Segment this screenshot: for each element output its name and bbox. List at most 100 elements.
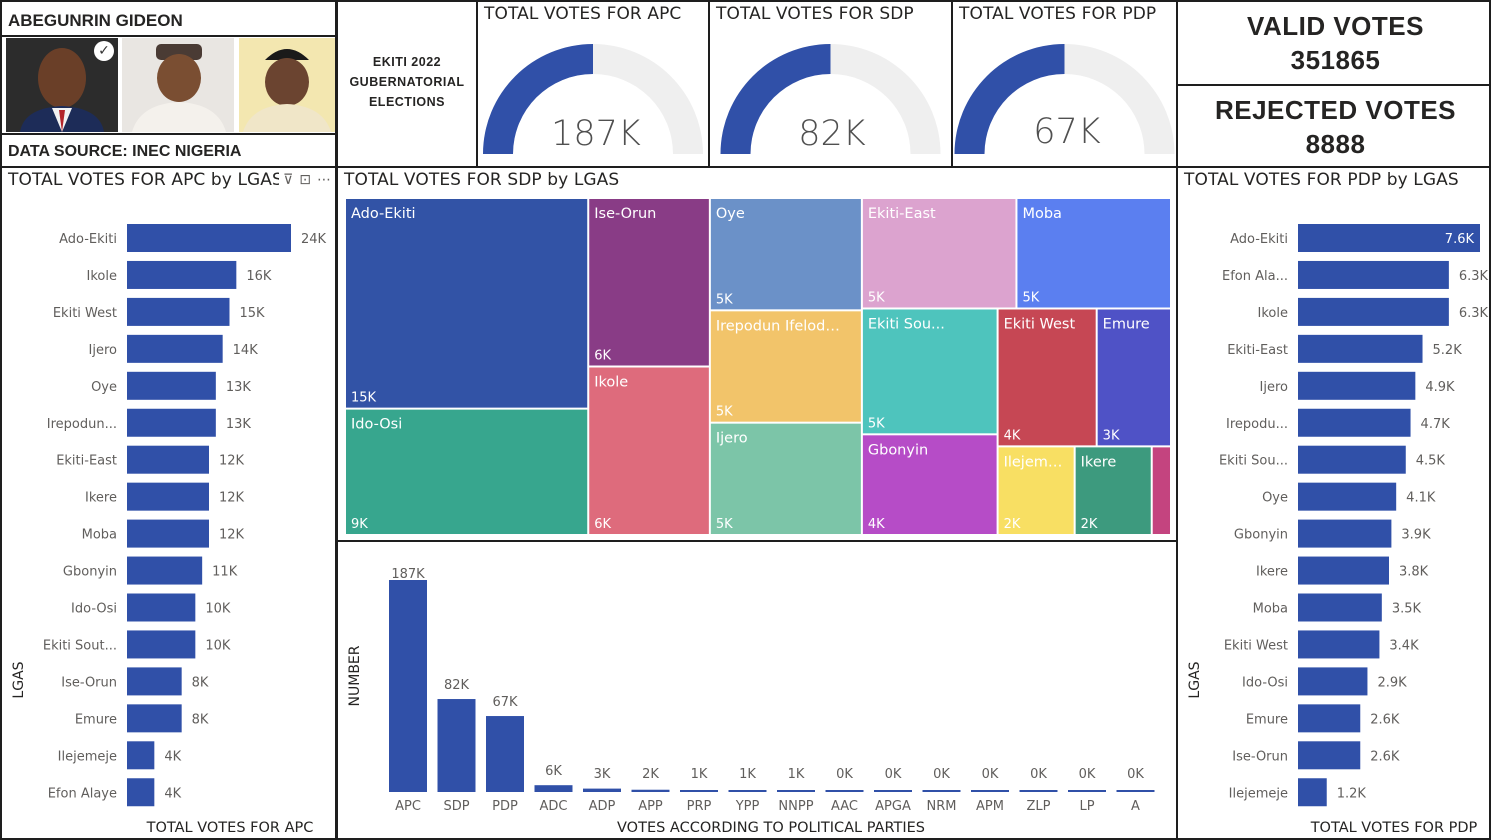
bar-ekiti-sou[interactable]: [1298, 445, 1406, 474]
bar-prp[interactable]: [680, 790, 718, 792]
data-label: 4.7K: [1421, 417, 1451, 432]
treemap-tile-ado-ekiti[interactable]: [346, 199, 588, 408]
bar-ilejemeje[interactable]: [127, 741, 155, 770]
gauge-fill[interactable]: [483, 44, 593, 154]
more-options-icon[interactable]: ⋯: [317, 172, 331, 188]
data-label: 3.9K: [1401, 528, 1431, 543]
bar-gbonyin[interactable]: [1298, 519, 1392, 548]
gauge-fill[interactable]: [720, 44, 831, 154]
sdp-treemap-chart: Ado-Ekiti 15K Ido-Osi 9K Ise-Orun 6K Ikole 6K Oy…: [346, 199, 1170, 535]
bar-adp[interactable]: [583, 788, 621, 792]
bar-nnpp[interactable]: [777, 790, 815, 792]
treemap-tile-ise-orun[interactable]: [589, 199, 709, 366]
filter-icon[interactable]: ⊽: [283, 172, 294, 188]
treemap-tile-ekiti-sou[interactable]: [862, 309, 997, 434]
election-title-line-1: EKITI 2022: [372, 55, 442, 69]
bar-ekiti-west[interactable]: [1298, 630, 1380, 659]
bar-moba[interactable]: [1298, 593, 1382, 622]
gauge-sdp-card[interactable]: TOTAL VOTES FOR SDP 82K: [708, 0, 953, 168]
data-label: 5.2K: [1433, 343, 1463, 358]
treemap-tile-ilejemeje[interactable]: [998, 447, 1074, 534]
treemap-name: Oye: [716, 206, 745, 222]
apc-by-lga-card[interactable]: TOTAL VOTES FOR APC by LGAS ⊽ ⊡ ⋯ LGAS Ad…: [0, 166, 337, 840]
treemap-tile-ikole[interactable]: [589, 367, 709, 535]
gauge-pdp-card[interactable]: TOTAL VOTES FOR PDP 67K: [951, 0, 1178, 168]
bar-ido-osi[interactable]: [127, 593, 196, 622]
bar-lp[interactable]: [1068, 790, 1106, 792]
bar-pdp[interactable]: [486, 716, 524, 792]
x-axis-label: VOTES ACCORDING TO POLITICAL PARTIES: [617, 820, 925, 836]
data-label: 1K: [788, 767, 805, 782]
x-axis-label: TOTAL VOTES FOR APC: [146, 820, 314, 836]
category-label: Ido-Osi: [1242, 675, 1288, 690]
treemap-tile-irepodun-ifelodun[interactable]: [710, 311, 861, 422]
bar-ijero[interactable]: [127, 334, 223, 363]
bar-app[interactable]: [631, 789, 670, 792]
treemap-tile-ikere[interactable]: [1075, 447, 1151, 534]
bar-emure[interactable]: [127, 704, 182, 733]
bar-ise-orun[interactable]: [127, 667, 182, 696]
bar-ekiti-east[interactable]: [1298, 334, 1423, 363]
treemap-name: Moba: [1022, 206, 1061, 222]
treemap-tile-gbonyin[interactable]: [862, 435, 997, 534]
bar-ado-ekiti[interactable]: [1298, 224, 1480, 252]
treemap-tile-item[interactable]: [1152, 447, 1170, 534]
bar-zlp[interactable]: [1019, 790, 1058, 792]
selected-check-icon[interactable]: ✓: [94, 41, 114, 61]
bar-moba[interactable]: [127, 519, 209, 548]
bar-oye[interactable]: [1298, 482, 1397, 511]
bar-ekiti-sout[interactable]: [127, 630, 196, 659]
bar-ijero[interactable]: [1298, 371, 1416, 400]
treemap-tile-ijero[interactable]: [710, 423, 861, 534]
bar-sdp[interactable]: [437, 699, 476, 792]
treemap-tile-oye[interactable]: [710, 199, 861, 310]
data-label: 4K: [164, 749, 181, 764]
bar-aac[interactable]: [825, 790, 864, 792]
bar-ikole[interactable]: [127, 260, 237, 289]
bar-a[interactable]: [1116, 790, 1155, 792]
party-votes-card[interactable]: NUMBER 187K APC 82K SDP 67K PDP 6K ADC 3K ADP 2K APP…: [336, 540, 1178, 840]
bar-oye[interactable]: [127, 371, 216, 400]
bar-ado-ekiti[interactable]: [127, 224, 291, 252]
bar-ikole[interactable]: [1298, 297, 1449, 326]
treemap-tile-moba[interactable]: [1017, 199, 1170, 308]
bar-gbonyin[interactable]: [127, 556, 203, 585]
focus-mode-icon[interactable]: ⊡: [299, 172, 311, 188]
category-label: Ado-Ekiti: [59, 232, 117, 247]
gauge-fill[interactable]: [954, 44, 1065, 154]
bar-irepodu[interactable]: [1298, 408, 1411, 437]
treemap-tile-ido-osi[interactable]: [346, 409, 588, 534]
category-label: APP: [638, 799, 663, 814]
bar-ekiti-east[interactable]: [127, 445, 209, 474]
bar-emure[interactable]: [1298, 704, 1361, 733]
data-label: 8K: [192, 675, 209, 690]
pdp-by-lga-card[interactable]: TOTAL VOTES FOR PDP by LGAS LGAS Ado-Ekit…: [1176, 166, 1491, 840]
bar-ikere[interactable]: [127, 482, 209, 511]
data-label: 82K: [444, 678, 470, 693]
rejected-votes-value: 8888: [1305, 129, 1366, 159]
bar-apc[interactable]: [389, 580, 427, 792]
bar-apm[interactable]: [971, 790, 1009, 792]
bar-efon-ala[interactable]: [1298, 260, 1449, 289]
gauge-apc-card[interactable]: TOTAL VOTES FOR APC 187K: [476, 0, 710, 168]
data-label: 4.5K: [1416, 454, 1446, 469]
person-silhouette-icon: [239, 38, 335, 132]
bar-apga[interactable]: [874, 790, 912, 792]
sdp-treemap-card[interactable]: TOTAL VOTES FOR SDP by LGAS Ado-Ekiti 15K…: [336, 166, 1178, 542]
bar-ise-orun[interactable]: [1298, 741, 1361, 770]
treemap-tile-emure[interactable]: [1097, 309, 1170, 446]
bar-ilejemeje[interactable]: [1298, 778, 1327, 807]
treemap-tile-ekiti-east[interactable]: [862, 199, 1016, 308]
bar-ypp[interactable]: [728, 790, 767, 792]
bar-ekiti-west[interactable]: [127, 297, 230, 326]
bar-irepodun[interactable]: [127, 408, 216, 437]
bar-ikere[interactable]: [1298, 556, 1389, 585]
category-label: Oye: [1262, 491, 1288, 506]
treemap-tile-ekiti-west[interactable]: [998, 309, 1096, 446]
category-label: APC: [395, 799, 421, 814]
bar-adc[interactable]: [534, 785, 573, 792]
bar-ido-osi[interactable]: [1298, 667, 1368, 696]
category-label: Efon Ala...: [1222, 269, 1288, 284]
bar-nrm[interactable]: [922, 790, 961, 792]
bar-efon-alaye[interactable]: [127, 778, 155, 807]
